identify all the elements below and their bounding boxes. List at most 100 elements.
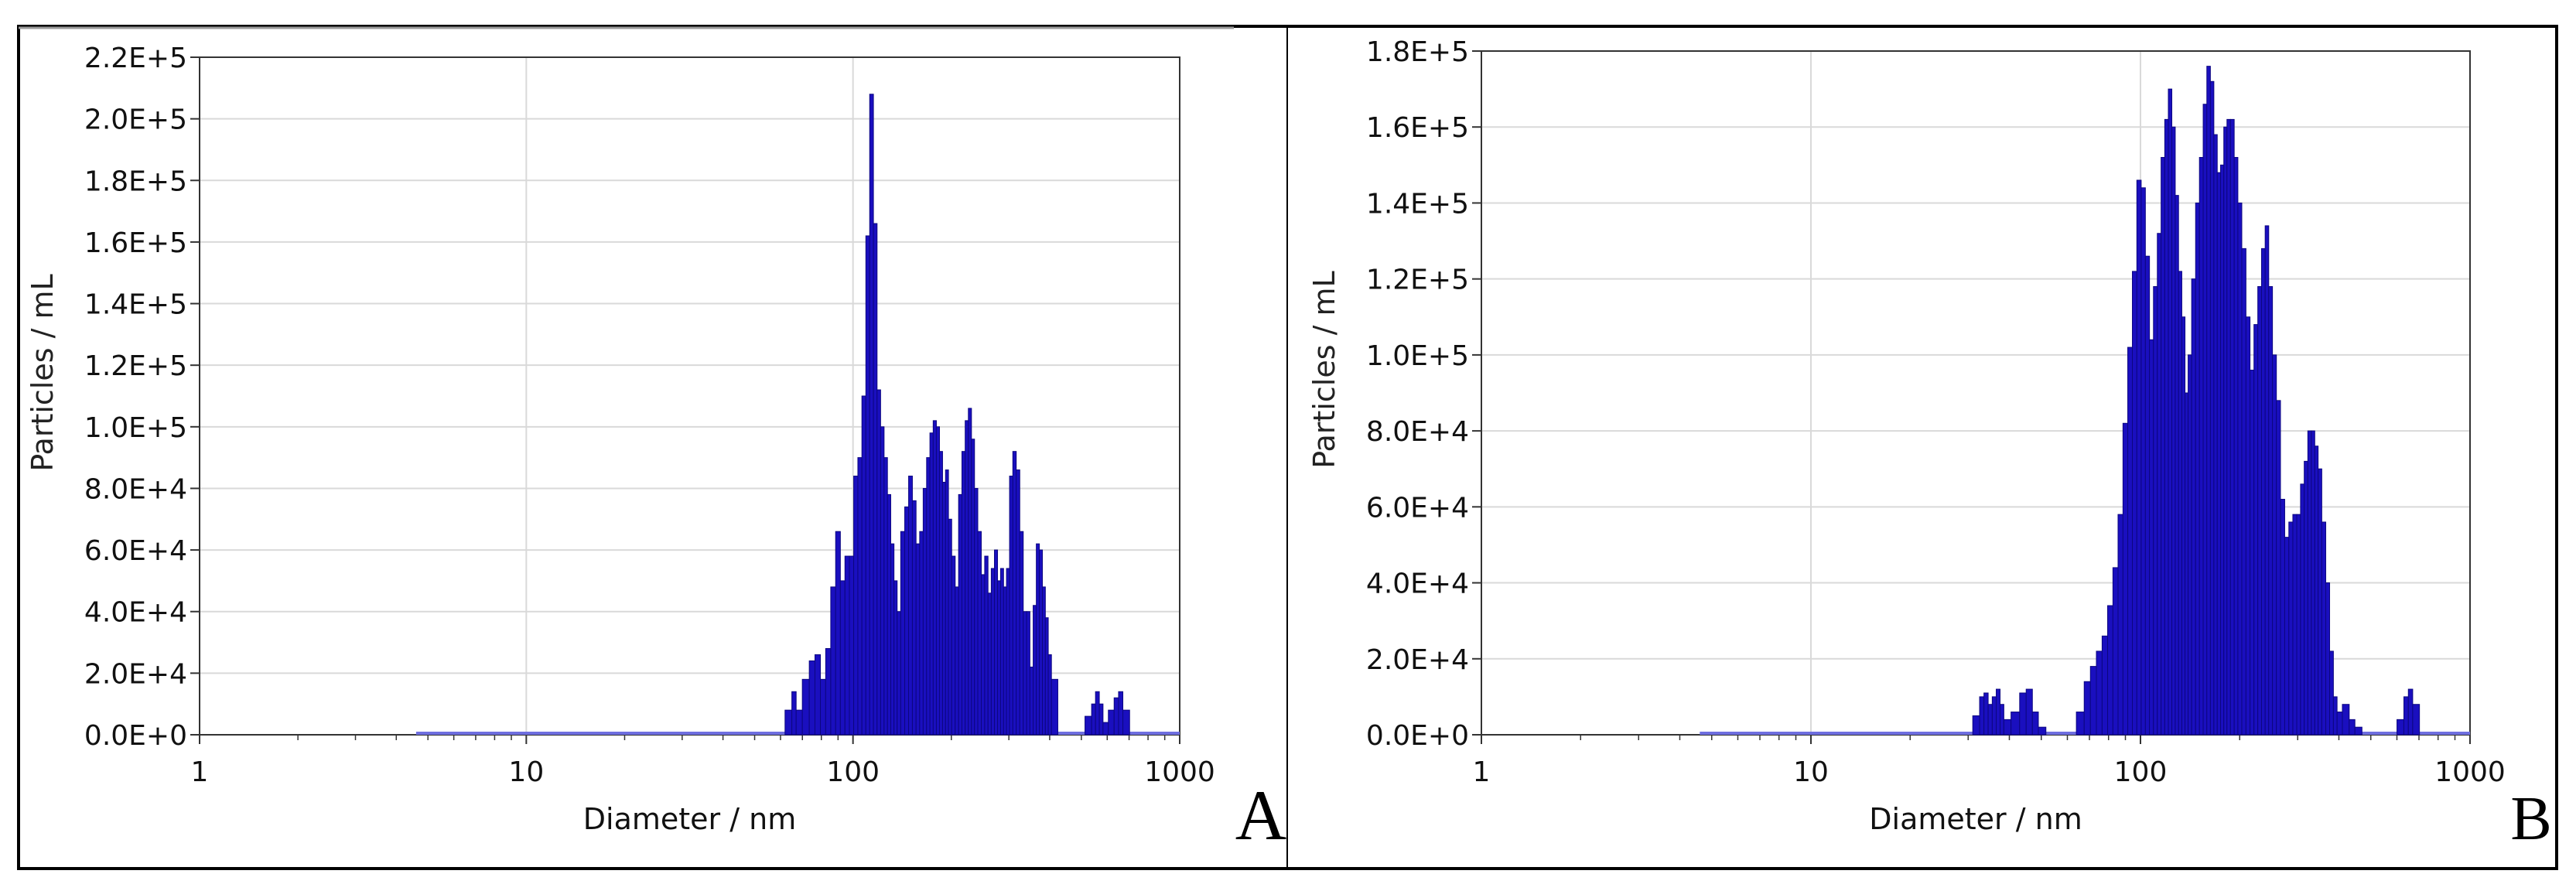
histogram-bar: [1019, 531, 1024, 736]
histogram-bar: [915, 543, 921, 736]
histogram-bar: [1098, 703, 1104, 736]
y-tick-label: 4.0E+4: [84, 597, 187, 629]
chart-panel-a: 0.0E+0 2.0E+4 4.0E+4 6.0E+4 8.0E+4 1.0E+5 1.2E…: [26, 43, 1215, 836]
histogram-bar: [2257, 285, 2262, 736]
y-tick-label: 0.0E+0: [1366, 720, 1469, 752]
histogram-bar: [861, 395, 866, 736]
histogram-bar: [1091, 703, 1096, 736]
histogram-bar: [1012, 451, 1017, 736]
histogram-bar: [2280, 499, 2285, 736]
histogram-bar: [2336, 712, 2343, 736]
y-tick-label: 1.2E+5: [1366, 265, 1469, 296]
histogram-bar: [2307, 430, 2312, 736]
histogram-bar: [2268, 285, 2274, 736]
histogram-bar: [2321, 521, 2327, 736]
histogram-bar: [2149, 339, 2154, 736]
histogram-bar: [883, 457, 888, 736]
histogram-bar: [1983, 692, 1989, 736]
histogram-bar: [919, 531, 924, 736]
histogram-bar: [2164, 118, 2169, 736]
plot-area: [199, 56, 1180, 736]
histogram-bar: [808, 660, 815, 736]
histogram-bar: [977, 531, 982, 736]
histogram-bar: [2132, 271, 2137, 736]
y-tick-label: 1.2E+5: [84, 350, 187, 382]
histogram-bar: [876, 389, 881, 736]
histogram-bar: [968, 408, 972, 736]
histogram-bar: [1003, 586, 1007, 736]
histogram-bar: [2245, 316, 2251, 736]
histogram-bar: [999, 568, 1004, 736]
histogram-bar: [2136, 179, 2142, 736]
y-tick-label: 6.0E+4: [84, 535, 187, 567]
histogram-bar: [2153, 285, 2158, 736]
histogram-bar: [814, 654, 822, 736]
y-tick-label: 8.0E+4: [84, 473, 187, 505]
histogram-bar: [948, 518, 952, 736]
histogram-bar: [1987, 704, 1993, 736]
y-tick-label: 8.0E+4: [1366, 416, 1469, 448]
histogram-bar: [2264, 225, 2270, 736]
histogram-bar: [1009, 476, 1013, 736]
histogram-bar: [791, 691, 797, 736]
histogram-bar: [2226, 118, 2231, 736]
histogram-bar: [2342, 704, 2350, 736]
histogram-bar: [941, 481, 946, 736]
histogram-bar: [2198, 157, 2204, 736]
histogram-bar: [2122, 422, 2129, 736]
histogram-bar: [2195, 202, 2200, 736]
histogram-bar: [1996, 688, 2001, 736]
histogram-bar: [974, 487, 979, 736]
histogram-bar: [2185, 392, 2189, 736]
x-tick-label: 1: [191, 756, 209, 788]
histogram-bar: [2117, 514, 2123, 736]
histogram-bar: [2311, 430, 2315, 736]
histogram-bar: [2412, 704, 2421, 736]
histogram-bar: [2178, 271, 2182, 736]
histogram-bar: [869, 94, 874, 736]
x-tick-label: 100: [2114, 756, 2168, 788]
histogram-bar: [1033, 605, 1037, 736]
histogram-bar: [857, 457, 863, 736]
histogram-bar: [1036, 543, 1040, 736]
histogram-bar: [1122, 709, 1130, 736]
histogram-bar: [1047, 654, 1052, 736]
histogram-bar: [2292, 514, 2298, 736]
histogram-bar: [820, 678, 826, 736]
x-axis-label: Diameter / nm: [583, 802, 796, 836]
histogram-bar: [2025, 688, 2033, 736]
histogram-bar: [1006, 568, 1010, 736]
histogram-bar: [1029, 666, 1034, 736]
histogram-bar: [2003, 719, 2012, 736]
histogram-bar: [2284, 537, 2290, 736]
histogram-bar: [865, 235, 870, 736]
histogram-bar: [2171, 126, 2176, 736]
histogram-bar: [1044, 617, 1049, 736]
histogram-bar: [2089, 666, 2097, 736]
x-tick-label: 1000: [2434, 756, 2506, 788]
histogram-bar: [2188, 354, 2192, 736]
histogram-bar: [2083, 681, 2091, 736]
histogram-bar: [955, 586, 959, 736]
histogram-bar: [984, 555, 989, 736]
y-axis-label: Particles / mL: [1307, 271, 1341, 468]
histogram-bar: [929, 432, 934, 736]
histogram-bar: [965, 420, 969, 736]
histogram-bar: [2157, 233, 2162, 736]
histogram-bar: [935, 426, 940, 736]
histogram-bar: [2300, 483, 2305, 736]
histogram-bar: [2216, 172, 2222, 736]
histogram-bar: [2325, 582, 2331, 736]
histogram-bar: [2101, 635, 2109, 736]
histogram-bar: [2144, 255, 2151, 736]
histogram-bar: [981, 574, 986, 736]
histogram-bar: [951, 555, 956, 736]
y-tick-label: 1.0E+5: [84, 412, 187, 444]
y-tick-label: 2.0E+4: [84, 658, 187, 690]
histogram-bar: [1051, 678, 1058, 736]
histogram-bar: [1023, 611, 1027, 736]
histogram-bar: [2407, 688, 2414, 736]
histogram-bar: [1972, 715, 1980, 736]
histogram-bar: [2175, 195, 2179, 736]
